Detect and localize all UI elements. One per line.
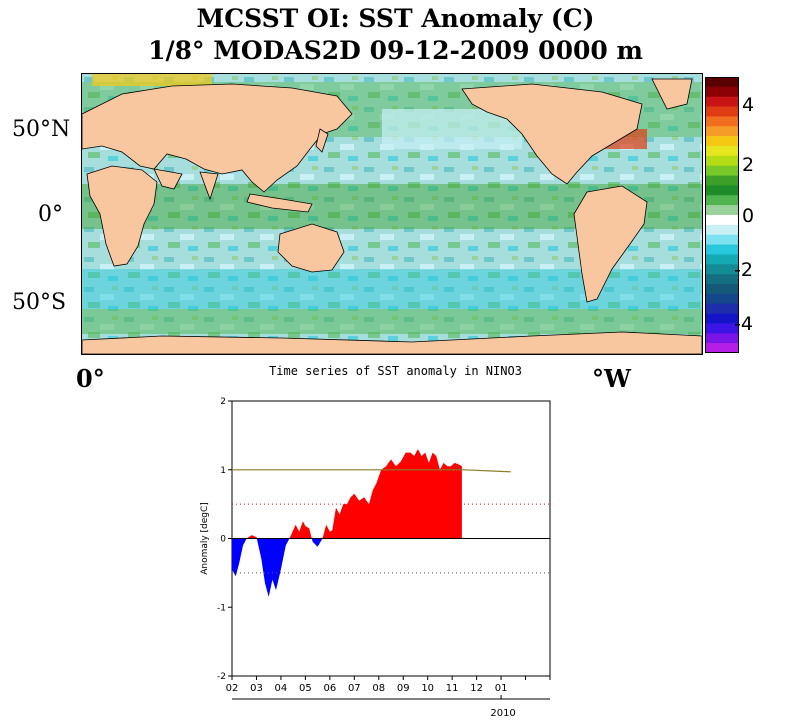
south-america bbox=[573, 185, 648, 303]
colorbar-swatch bbox=[705, 244, 739, 255]
colorbar-swatch bbox=[705, 96, 739, 107]
x-tick-label: 06 bbox=[323, 683, 336, 694]
colorbar-swatch bbox=[705, 234, 739, 245]
x-tick-label: 04 bbox=[275, 683, 288, 694]
x-tick-label: 10 bbox=[421, 683, 434, 694]
north-america bbox=[461, 83, 643, 185]
colorbar-swatch bbox=[705, 116, 739, 127]
x-tick-label: 07 bbox=[348, 683, 361, 694]
colorbar-swatch bbox=[705, 77, 739, 88]
positive-anomaly-area bbox=[322, 449, 462, 539]
indonesia bbox=[246, 193, 313, 213]
x-tick-label: 01 bbox=[495, 683, 508, 694]
colorbar-swatch bbox=[705, 195, 739, 206]
colorbar-frame bbox=[705, 77, 739, 353]
colorbar-swatch bbox=[705, 284, 739, 295]
x-tick-label: 08 bbox=[372, 683, 385, 694]
negative-anomaly-area bbox=[232, 538, 247, 577]
map-title-line2: 1/8° MODAS2D 09-12-2009 0000 m bbox=[148, 36, 643, 65]
lat-label-50n: 50°N bbox=[12, 117, 71, 142]
x-tick-label: 12 bbox=[470, 683, 483, 694]
europe-asia bbox=[82, 83, 353, 193]
colorbar-swatch bbox=[705, 215, 739, 226]
colorbar-swatch bbox=[705, 86, 739, 98]
lon-label-w: °W bbox=[592, 364, 631, 393]
colorbar-label-neg2: -2 bbox=[734, 259, 753, 281]
year-label: 2010 bbox=[490, 708, 515, 719]
x-tick-label: 03 bbox=[250, 683, 263, 694]
colorbar-swatch bbox=[705, 185, 739, 196]
colorbar-swatch bbox=[705, 303, 739, 314]
timeseries-title: Time series of SST anomaly in NINO3 bbox=[269, 364, 522, 378]
greenland bbox=[651, 78, 693, 110]
y-tick-label: 2 bbox=[220, 397, 226, 407]
positive-anomaly-area bbox=[246, 535, 257, 539]
climate-line bbox=[232, 469, 511, 473]
positive-anomaly-area bbox=[289, 521, 312, 539]
colorbar-swatch bbox=[705, 274, 739, 285]
colorbar-swatch bbox=[705, 343, 739, 353]
colorbar bbox=[705, 77, 739, 353]
colorbar-swatch bbox=[705, 155, 739, 167]
colorbar-swatch bbox=[705, 146, 739, 157]
map-svg bbox=[82, 74, 702, 354]
colorbar-swatch bbox=[705, 293, 739, 305]
arabia-india bbox=[153, 168, 219, 201]
y-tick-label: 1 bbox=[220, 466, 226, 476]
sst-anomaly-map bbox=[81, 73, 703, 355]
y-tick-label: -2 bbox=[217, 672, 226, 682]
colorbar-swatch bbox=[705, 165, 739, 176]
y-axis-label: Anomaly [degC] bbox=[200, 502, 210, 575]
colorbar-label-2: 2 bbox=[742, 154, 755, 176]
x-tick-label: 09 bbox=[397, 683, 410, 694]
colorbar-swatch bbox=[705, 224, 739, 236]
y-tick-label: -1 bbox=[217, 603, 226, 613]
colorbar-label-4: 4 bbox=[742, 94, 755, 116]
negative-anomaly-area bbox=[256, 538, 290, 597]
colorbar-swatch bbox=[705, 106, 739, 117]
colorbar-swatch bbox=[705, 136, 739, 147]
antarctic-band bbox=[82, 309, 702, 334]
africa bbox=[86, 165, 158, 267]
land bbox=[82, 78, 702, 354]
map-title-line1: MCSST OI: SST Anomaly (C) bbox=[196, 4, 595, 33]
colorbar-label-neg4: -4 bbox=[734, 313, 753, 335]
japan bbox=[315, 128, 329, 153]
colorbar-swatch bbox=[705, 323, 739, 334]
arctic-warm bbox=[92, 74, 212, 86]
colorbar-swatch bbox=[705, 333, 739, 344]
lat-label-0: 0° bbox=[38, 202, 63, 227]
antarctica bbox=[82, 331, 702, 354]
colorbar-label-0: 0 bbox=[742, 205, 755, 227]
x-tick-label: 11 bbox=[446, 683, 459, 694]
colorbar-swatch bbox=[705, 175, 739, 186]
y-tick-label: 0 bbox=[220, 535, 226, 545]
colorbar-swatch bbox=[705, 205, 739, 216]
colorbar-swatch bbox=[705, 264, 739, 275]
colorbar-swatch bbox=[705, 126, 739, 137]
negative-anomaly-area bbox=[311, 538, 323, 547]
colorbar-swatch bbox=[705, 313, 739, 324]
colorbar-swatch bbox=[705, 254, 739, 265]
australia bbox=[277, 223, 345, 273]
lon-label-0: 0° bbox=[76, 364, 105, 393]
x-tick-label: 05 bbox=[299, 683, 312, 694]
lat-label-50s: 50°S bbox=[12, 290, 67, 315]
x-tick-label: 02 bbox=[226, 683, 239, 694]
